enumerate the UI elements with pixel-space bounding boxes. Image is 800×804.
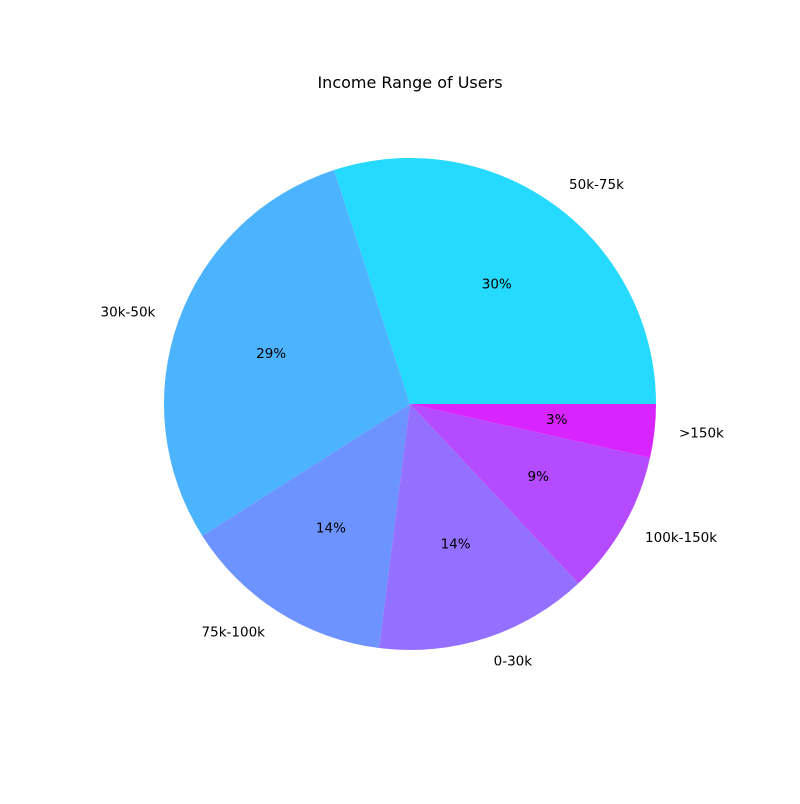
slice-percent-label: 30% [482, 277, 512, 293]
slice-percent-label: 9% [527, 469, 549, 485]
slice-category-label: 100k-150k [645, 530, 717, 546]
pie-slices [163, 157, 656, 651]
pie-slice-75k-100k [202, 404, 410, 649]
pie-slice-0-30k [379, 404, 579, 651]
slice-category-label: 75k-100k [202, 624, 266, 640]
slice-percent-label: 14% [316, 521, 346, 537]
pie-labels: 30% 50k-75k 29% 30k-50k 14% 75k-100k 14% 0-30k 9… [101, 177, 725, 669]
chart-title: Income Range of Users [317, 73, 502, 92]
slice-percent-label: 3% [546, 412, 568, 428]
pie-slice-50k-75k [333, 157, 656, 404]
slice-category-label: >150k [679, 426, 724, 442]
slice-percent-label: 14% [441, 536, 471, 552]
slice-category-label: 50k-75k [569, 177, 624, 193]
slice-category-label: 30k-50k [101, 304, 156, 320]
pie-slice-30k-50k [163, 170, 410, 536]
pie-slice-100k-150k [410, 404, 651, 584]
pie-slice-150k [410, 404, 656, 458]
slice-category-label: 0-30k [494, 653, 533, 669]
slice-percent-label: 29% [256, 346, 286, 362]
